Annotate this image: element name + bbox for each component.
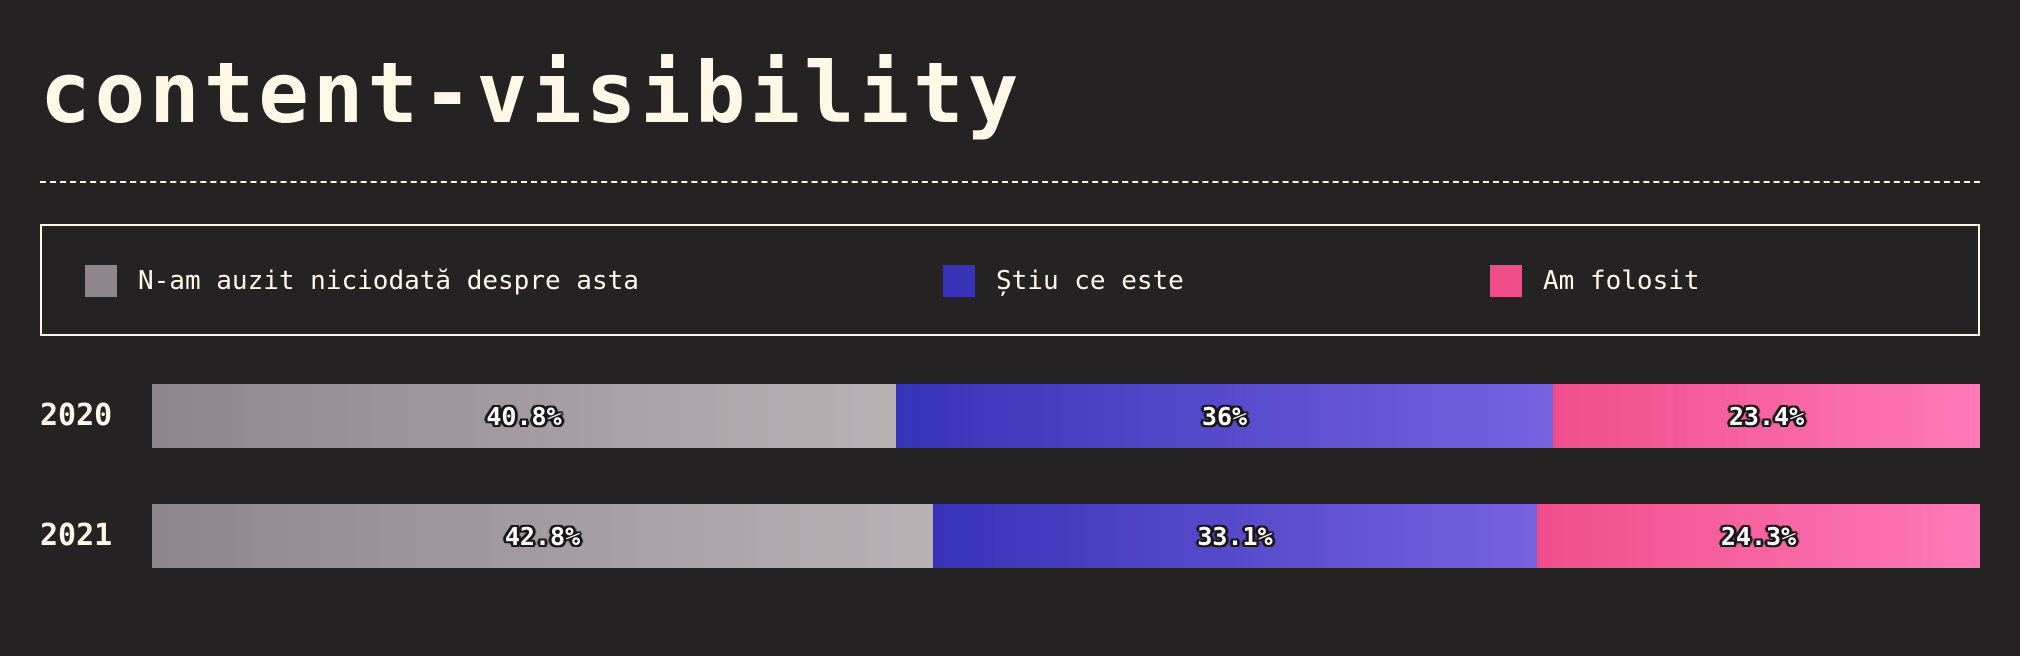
legend-label-never-heard: N-am auzit niciodată despre asta [138, 266, 639, 296]
bar-2020: 40.8% 36% 23.4% [152, 384, 1980, 448]
bar-segment-2020-used-it[interactable]: 23.4% [1553, 384, 1980, 448]
bar-segment-2021-used-it[interactable]: 24.3% [1537, 504, 1980, 568]
title-divider [40, 181, 1980, 183]
legend-label-know-it: Știu ce este [996, 266, 1184, 296]
data-label-2021-used-it: 24.3% [1720, 521, 1797, 551]
bar-segment-2020-never-heard[interactable]: 40.8% [152, 384, 896, 448]
bar-2021: 42.8% 33.1% 24.3% [152, 504, 1980, 568]
bar-segment-2021-never-heard[interactable]: 42.8% [152, 504, 933, 568]
data-label-2020-know-it: 36% [1201, 401, 1248, 431]
legend-swatch-used-it [1490, 265, 1522, 297]
legend-label-used-it: Am folosit [1543, 266, 1700, 296]
bar-segment-2020-know-it[interactable]: 36% [896, 384, 1553, 448]
data-label-2021-never-heard: 42.8% [504, 521, 581, 551]
legend-swatch-know-it [943, 265, 975, 297]
chart-title: content-visibility [40, 44, 1023, 142]
legend-item-used-it[interactable]: Am folosit [1490, 265, 1700, 297]
bar-segment-2021-know-it[interactable]: 33.1% [933, 504, 1537, 568]
row-label-2021: 2021 [40, 518, 113, 553]
row-label-2020: 2020 [40, 398, 113, 433]
legend-swatch-never-heard [85, 265, 117, 297]
data-label-2020-never-heard: 40.8% [486, 401, 562, 431]
legend-item-never-heard[interactable]: N-am auzit niciodată despre asta [85, 265, 639, 297]
data-label-2020-used-it: 23.4% [1728, 401, 1805, 431]
legend-item-know-it[interactable]: Știu ce este [943, 265, 1184, 297]
legend: N-am auzit niciodată despre asta Știu ce… [40, 224, 1980, 336]
data-label-2021-know-it: 33.1% [1197, 521, 1273, 551]
